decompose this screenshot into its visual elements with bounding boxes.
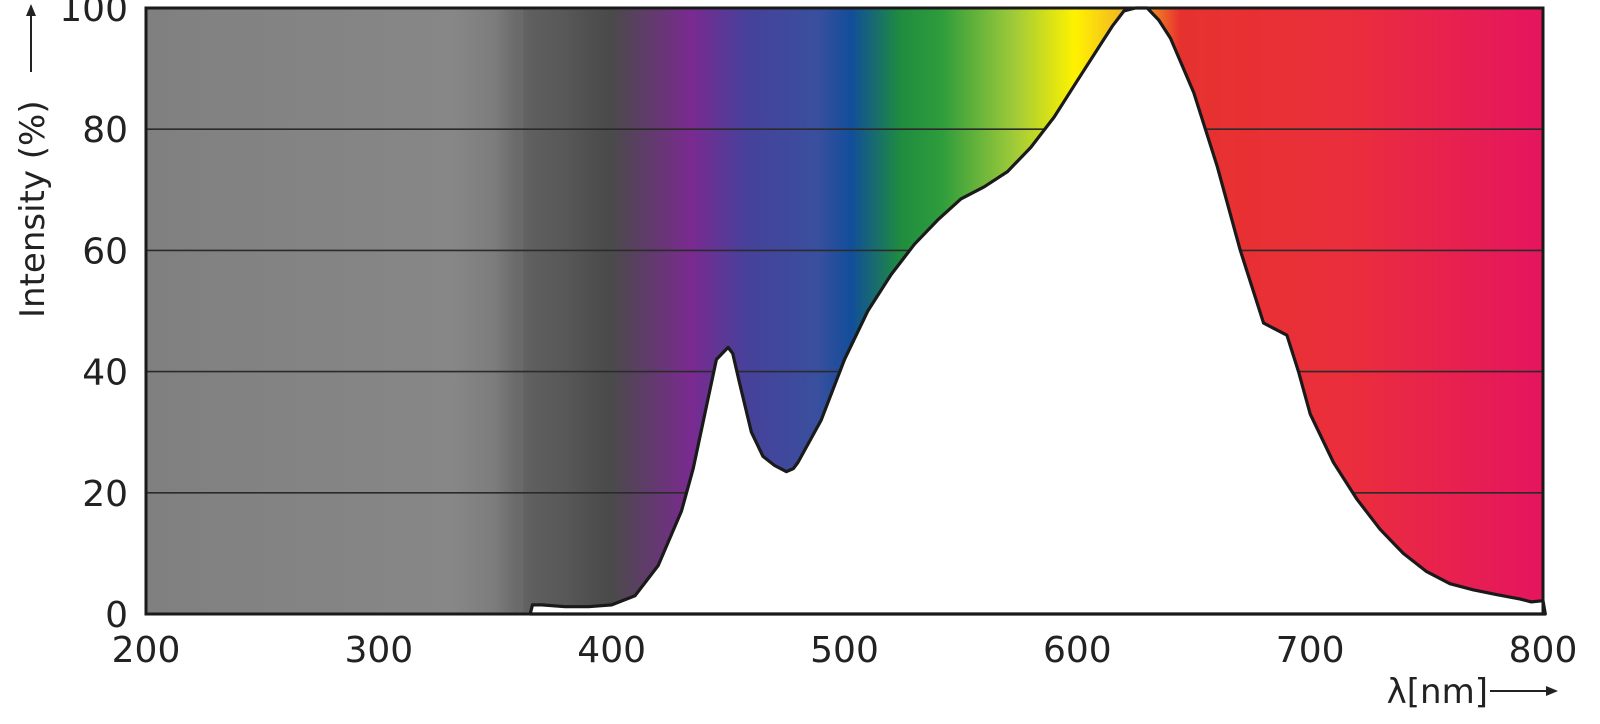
x-tick-200: 200 [112, 630, 181, 671]
y-axis-label: Intensity (%) [13, 100, 53, 318]
y-tick-0: 0 [105, 595, 128, 636]
y-tick-60: 60 [82, 231, 128, 272]
y-tick-20: 20 [82, 474, 128, 515]
y-tick-80: 80 [82, 110, 128, 151]
y-tick-100: 100 [59, 0, 128, 30]
x-tick-300: 300 [344, 630, 413, 671]
x-tick-600: 600 [1043, 630, 1112, 671]
x-tick-400: 400 [577, 630, 646, 671]
y-tick-labels: 0 20 40 60 80 100 [59, 0, 128, 636]
x-axis-label: λ[nm] [1387, 672, 1488, 712]
intensity-curve [528, 6, 1547, 616]
y-tick-40: 40 [82, 353, 128, 394]
plot-frame [144, 6, 1545, 616]
x-tick-700: 700 [1276, 630, 1345, 671]
x-tick-500: 500 [810, 630, 879, 671]
x-tick-labels: 200 300 400 500 600 700 800 [112, 630, 1578, 671]
x-tick-800: 800 [1509, 630, 1578, 671]
